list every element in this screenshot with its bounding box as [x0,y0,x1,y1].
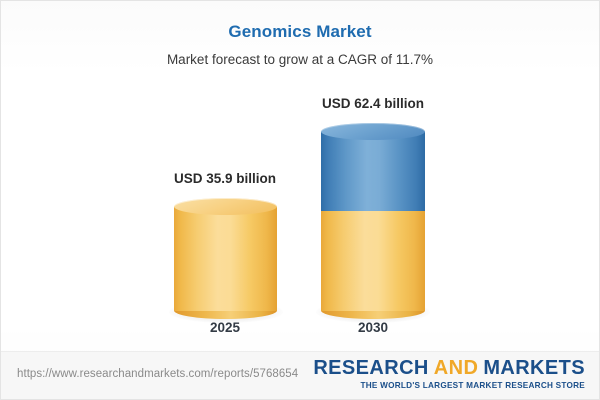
research-and-markets-logo[interactable]: RESEARCH AND MARKETS THE WORLD'S LARGEST M… [313,358,585,391]
chart-plot-area: USD 35.9 billion 2025 USD 62.4 billion [1,1,599,353]
report-url-link[interactable]: https://www.researchandmarkets.com/repor… [17,368,299,380]
logo-word-and: AND [433,357,479,379]
chart-subtitle: Market forecast to grow at a CAGR of 11.… [166,52,434,67]
x-tick-label-2030: 2030 [357,320,389,335]
x-tick-label-2025: 2025 [209,320,241,335]
bar-value-label-2030: USD 62.4 billion [321,96,425,111]
bar-cylinder-body-2025 [174,206,277,311]
bar-cylinder-body-2030-growth [321,131,425,211]
page-title: Genomics Market [228,22,372,41]
bar-cylinder-top-2025 [174,198,277,215]
bar-value-label-2025: USD 35.9 billion [173,171,277,186]
logo-word-research: RESEARCH [313,357,429,379]
bar-group-2025: USD 35.9 billion 2025 [1,1,599,353]
chart-header: Genomics Market Market forecast to grow … [1,1,599,67]
logo-word-markets: MARKETS [483,357,585,379]
logo-wordmark: RESEARCH AND MARKETS [313,358,585,379]
bar-cylinder-2025[interactable] [174,198,277,319]
footer-bar: https://www.researchandmarkets.com/repor… [1,351,599,399]
bar-cylinder-2030-growth[interactable] [321,123,425,211]
bar-cylinder-2030-base[interactable] [321,207,425,319]
logo-tagline: THE WORLD'S LARGEST MARKET RESEARCH STOR… [360,381,585,390]
bar-cylinder-body-2030-base [321,207,425,311]
bar-cylinder-top-2030 [321,123,425,140]
bar-group-2030: USD 62.4 billion 2030 [1,1,599,353]
